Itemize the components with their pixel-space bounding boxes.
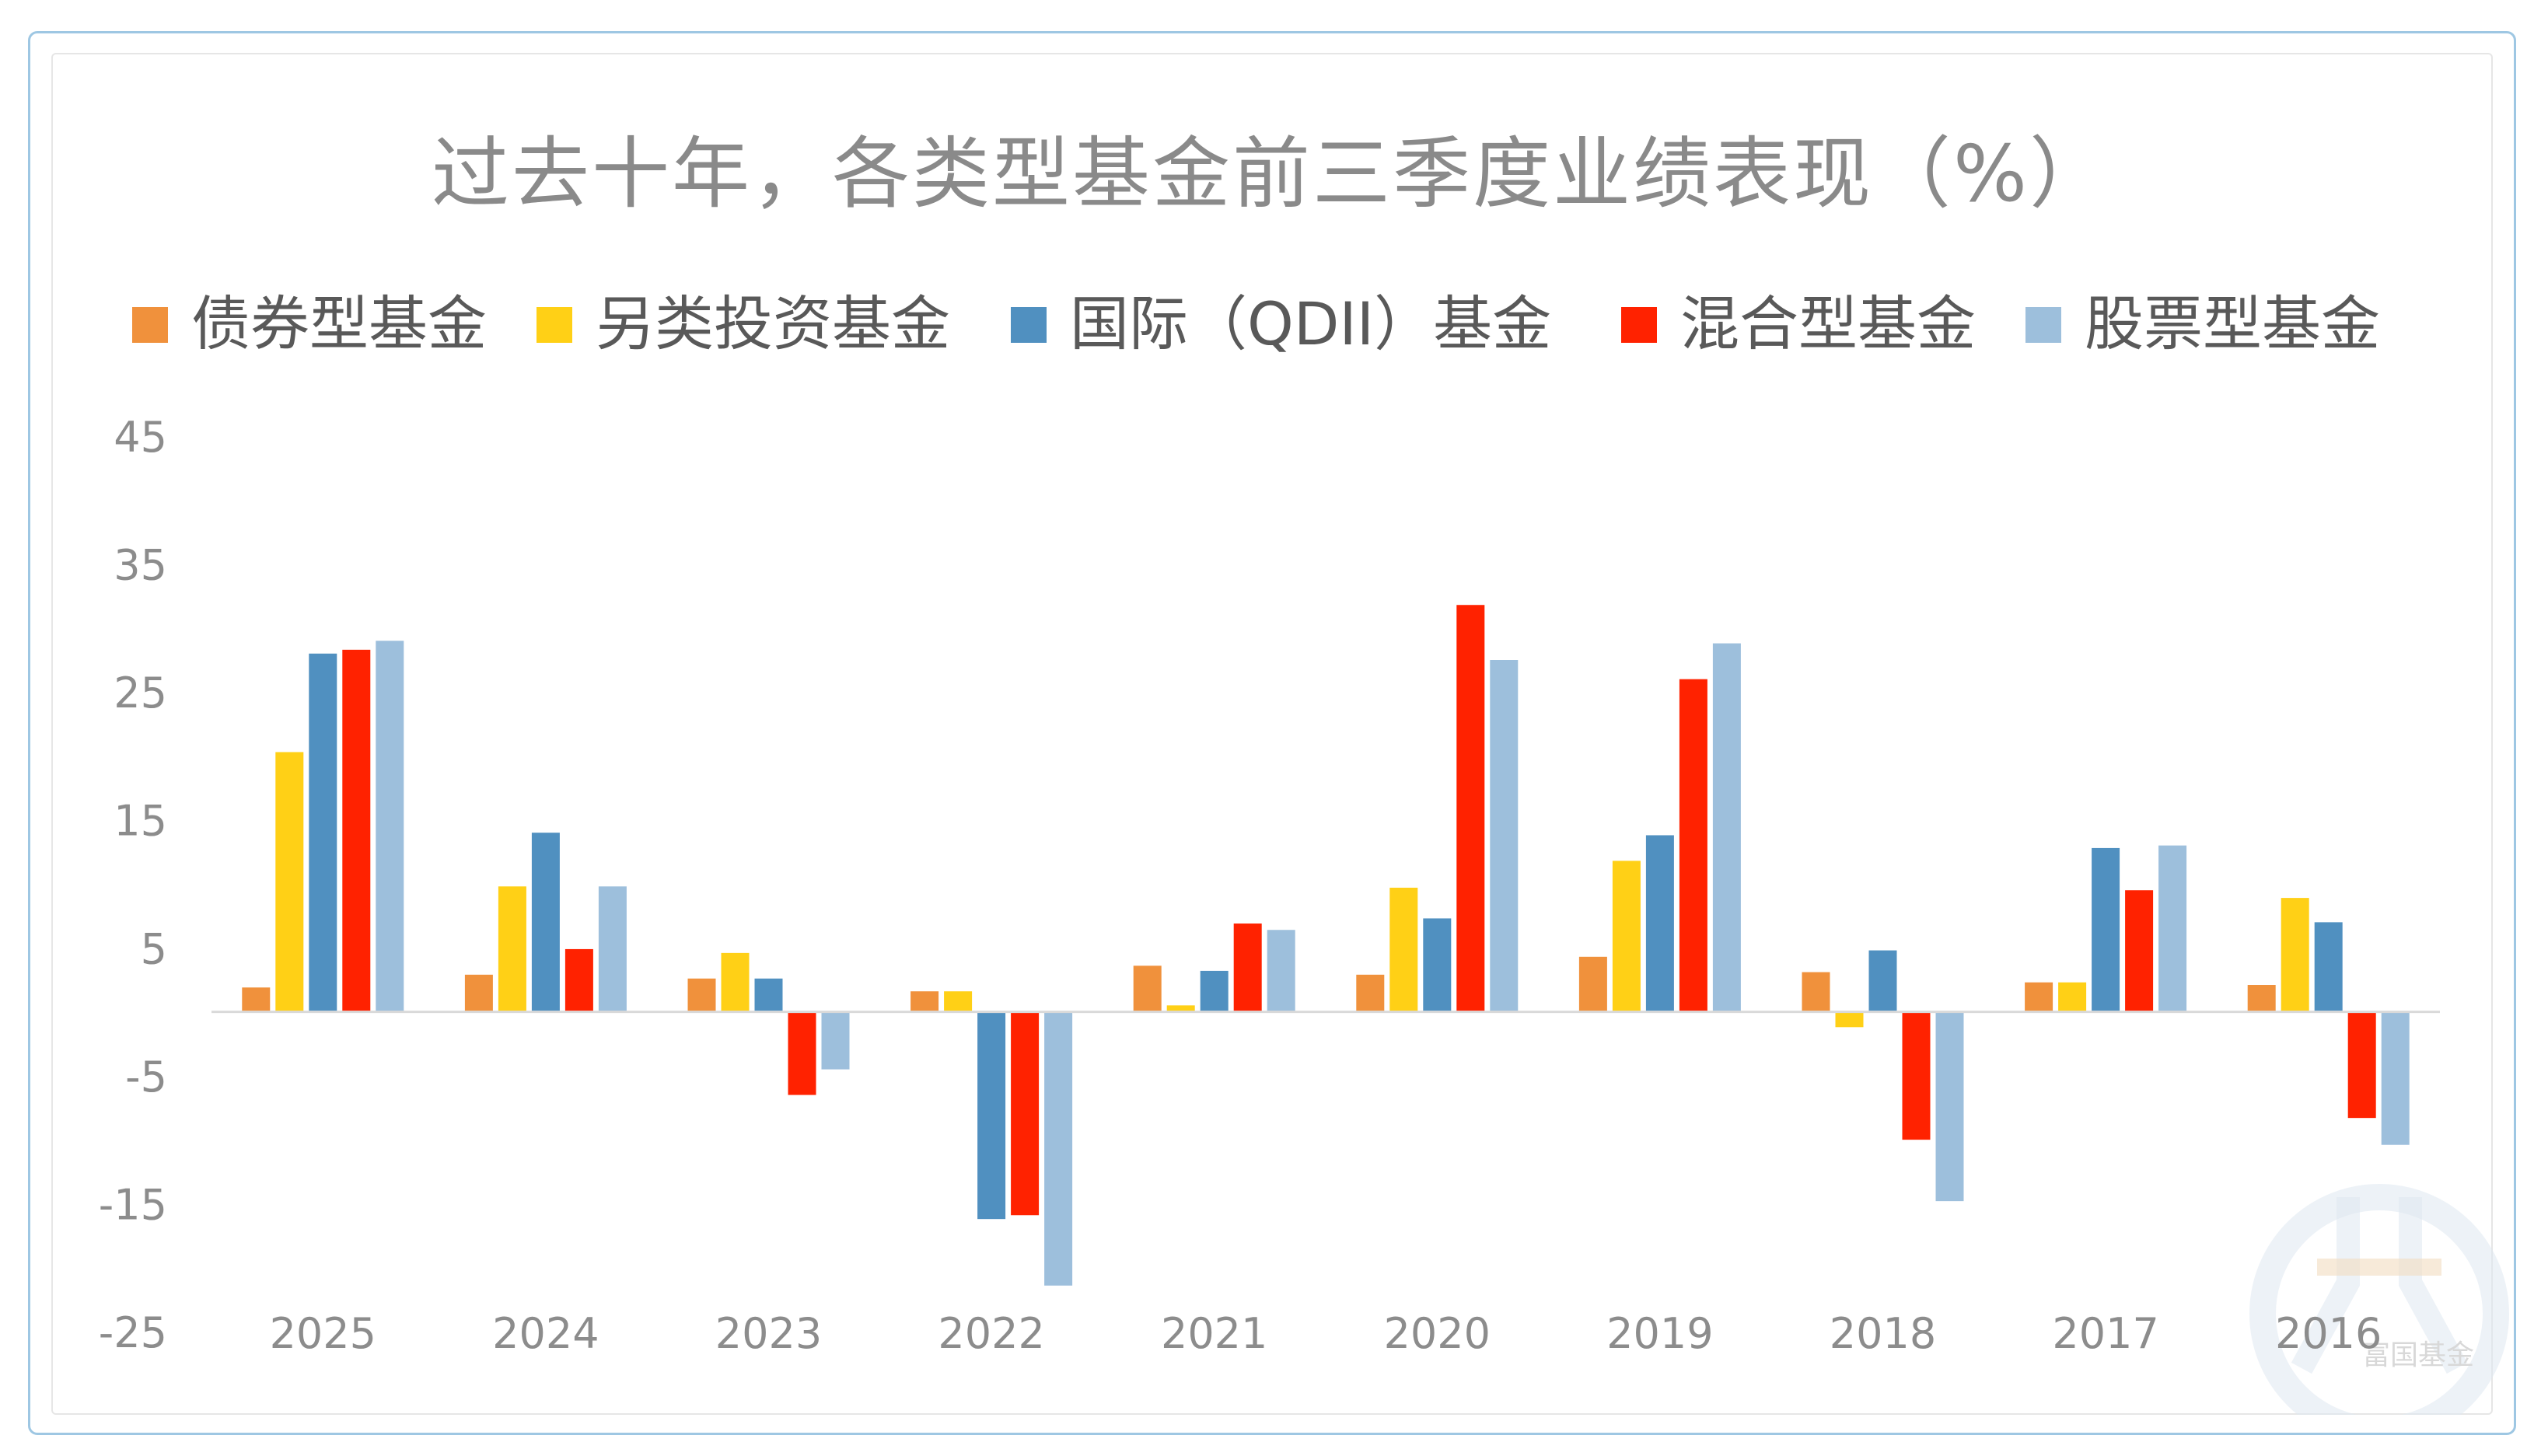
x-tick-label: 2024 [492, 1309, 599, 1358]
bar-2025-series-3 [342, 649, 371, 1012]
bar-2024-series-0 [464, 974, 493, 1012]
bar-2019-series-3 [1679, 679, 1707, 1012]
fullgoal-logo-watermark: 富国基金 [2249, 1184, 2509, 1415]
bar-2016-series-4 [2381, 1011, 2410, 1145]
bar-2023-series-0 [687, 978, 716, 1012]
bar-2017-series-4 [2158, 845, 2187, 1012]
bar-2016-series-0 [2247, 985, 2276, 1012]
bar-2017-series-0 [2025, 982, 2053, 1012]
bar-2018-series-4 [1935, 1011, 1964, 1202]
bar-2018-series-0 [1802, 972, 1830, 1012]
legend-swatch [537, 307, 572, 343]
bar-2021-series-2 [1200, 970, 1229, 1012]
bar-2020-series-2 [1423, 918, 1452, 1012]
bars [242, 605, 2410, 1286]
bar-2022-series-1 [944, 991, 973, 1012]
legend: 债券型基金 另类投资基金 国际（QDII）基金 混合型基金 股票型基金 [132, 289, 2380, 358]
bar-2022-series-3 [1011, 1011, 1040, 1216]
x-tick-label: 2023 [715, 1309, 822, 1358]
bar-2021-series-4 [1267, 930, 1295, 1012]
x-tick-label: 2020 [1384, 1309, 1491, 1358]
x-tick-label: 2017 [2052, 1309, 2158, 1358]
legend-swatch [1011, 307, 1047, 343]
bar-2017-series-1 [2058, 982, 2087, 1012]
bar-2019-series-4 [1712, 643, 1741, 1012]
y-tick-label: 45 [114, 413, 167, 462]
x-tick-label: 2016 [2275, 1309, 2382, 1358]
bar-2023-series-2 [754, 978, 783, 1012]
y-axis: 45 35 25 15 5 -5 -15 -25 [99, 413, 167, 1357]
bar-2022-series-4 [1044, 1011, 1073, 1286]
legend-label: 国际（QDII）基金 [1070, 289, 1551, 358]
y-tick-label: -25 [99, 1308, 167, 1357]
y-tick-label: 15 [114, 797, 167, 846]
y-tick-label: -15 [99, 1180, 167, 1229]
x-tick-label: 2022 [938, 1309, 1044, 1358]
y-tick-label: 25 [114, 669, 167, 718]
bar-2019-series-1 [1612, 861, 1641, 1012]
x-tick-label: 2018 [1830, 1309, 1936, 1358]
bar-2025-series-4 [376, 641, 404, 1012]
bar-2018-series-3 [1902, 1011, 1931, 1140]
legend-label: 另类投资基金 [596, 289, 950, 358]
y-tick-label: 35 [114, 541, 167, 590]
bar-2025-series-2 [309, 653, 337, 1012]
watermark-text: 富国基金 [2362, 1339, 2474, 1370]
bar-2020-series-1 [1389, 887, 1418, 1012]
bar-2016-series-2 [2314, 922, 2343, 1012]
bar-2025-series-0 [242, 987, 271, 1012]
x-tick-label: 2025 [270, 1309, 376, 1358]
bar-2021-series-3 [1233, 924, 1262, 1012]
bar-2024-series-1 [498, 886, 526, 1012]
bar-2019-series-2 [1645, 835, 1674, 1012]
bar-2022-series-0 [910, 991, 939, 1012]
bar-2023-series-1 [721, 952, 750, 1012]
bar-2019-series-0 [1578, 956, 1607, 1012]
y-tick-label: -5 [125, 1053, 167, 1102]
bar-2023-series-3 [788, 1011, 816, 1095]
legend-label: 债券型基金 [191, 289, 487, 358]
bar-2021-series-0 [1133, 965, 1162, 1012]
bar-2024-series-2 [531, 833, 560, 1012]
chart-title: 过去十年，各类型基金前三季度业绩表现（%） [432, 128, 2109, 219]
bar-2017-series-3 [2125, 890, 2154, 1012]
bar-2017-series-2 [2092, 847, 2120, 1012]
y-tick-label: 5 [141, 924, 167, 973]
bar-2018-series-1 [1835, 1011, 1864, 1028]
x-axis: 2025 2024 2023 2022 2021 2020 2019 2018 2017 2016 [270, 1309, 2382, 1358]
bar-2016-series-1 [2281, 898, 2309, 1012]
x-tick-label: 2019 [1606, 1309, 1713, 1358]
bar-2024-series-4 [598, 886, 627, 1012]
bar-2024-series-3 [564, 948, 593, 1012]
bar-2022-series-2 [977, 1011, 1006, 1220]
legend-label: 股票型基金 [2085, 289, 2380, 358]
x-tick-label: 2021 [1161, 1309, 1267, 1358]
bar-2018-series-2 [1868, 950, 1897, 1012]
bar-2020-series-3 [1456, 605, 1485, 1012]
bar-2023-series-4 [821, 1011, 850, 1070]
legend-swatch [132, 307, 168, 343]
chart-panel [51, 53, 2493, 1415]
legend-swatch [1621, 307, 1657, 343]
legend-label: 混合型基金 [1680, 289, 1976, 358]
legend-swatch [2025, 307, 2061, 343]
bar-2020-series-4 [1490, 660, 1519, 1012]
outer-frame [28, 31, 2516, 1435]
bar-2021-series-1 [1166, 1005, 1195, 1012]
bar-2025-series-1 [275, 752, 304, 1012]
bar-2020-series-0 [1356, 974, 1385, 1012]
bar-2016-series-3 [2347, 1011, 2376, 1119]
